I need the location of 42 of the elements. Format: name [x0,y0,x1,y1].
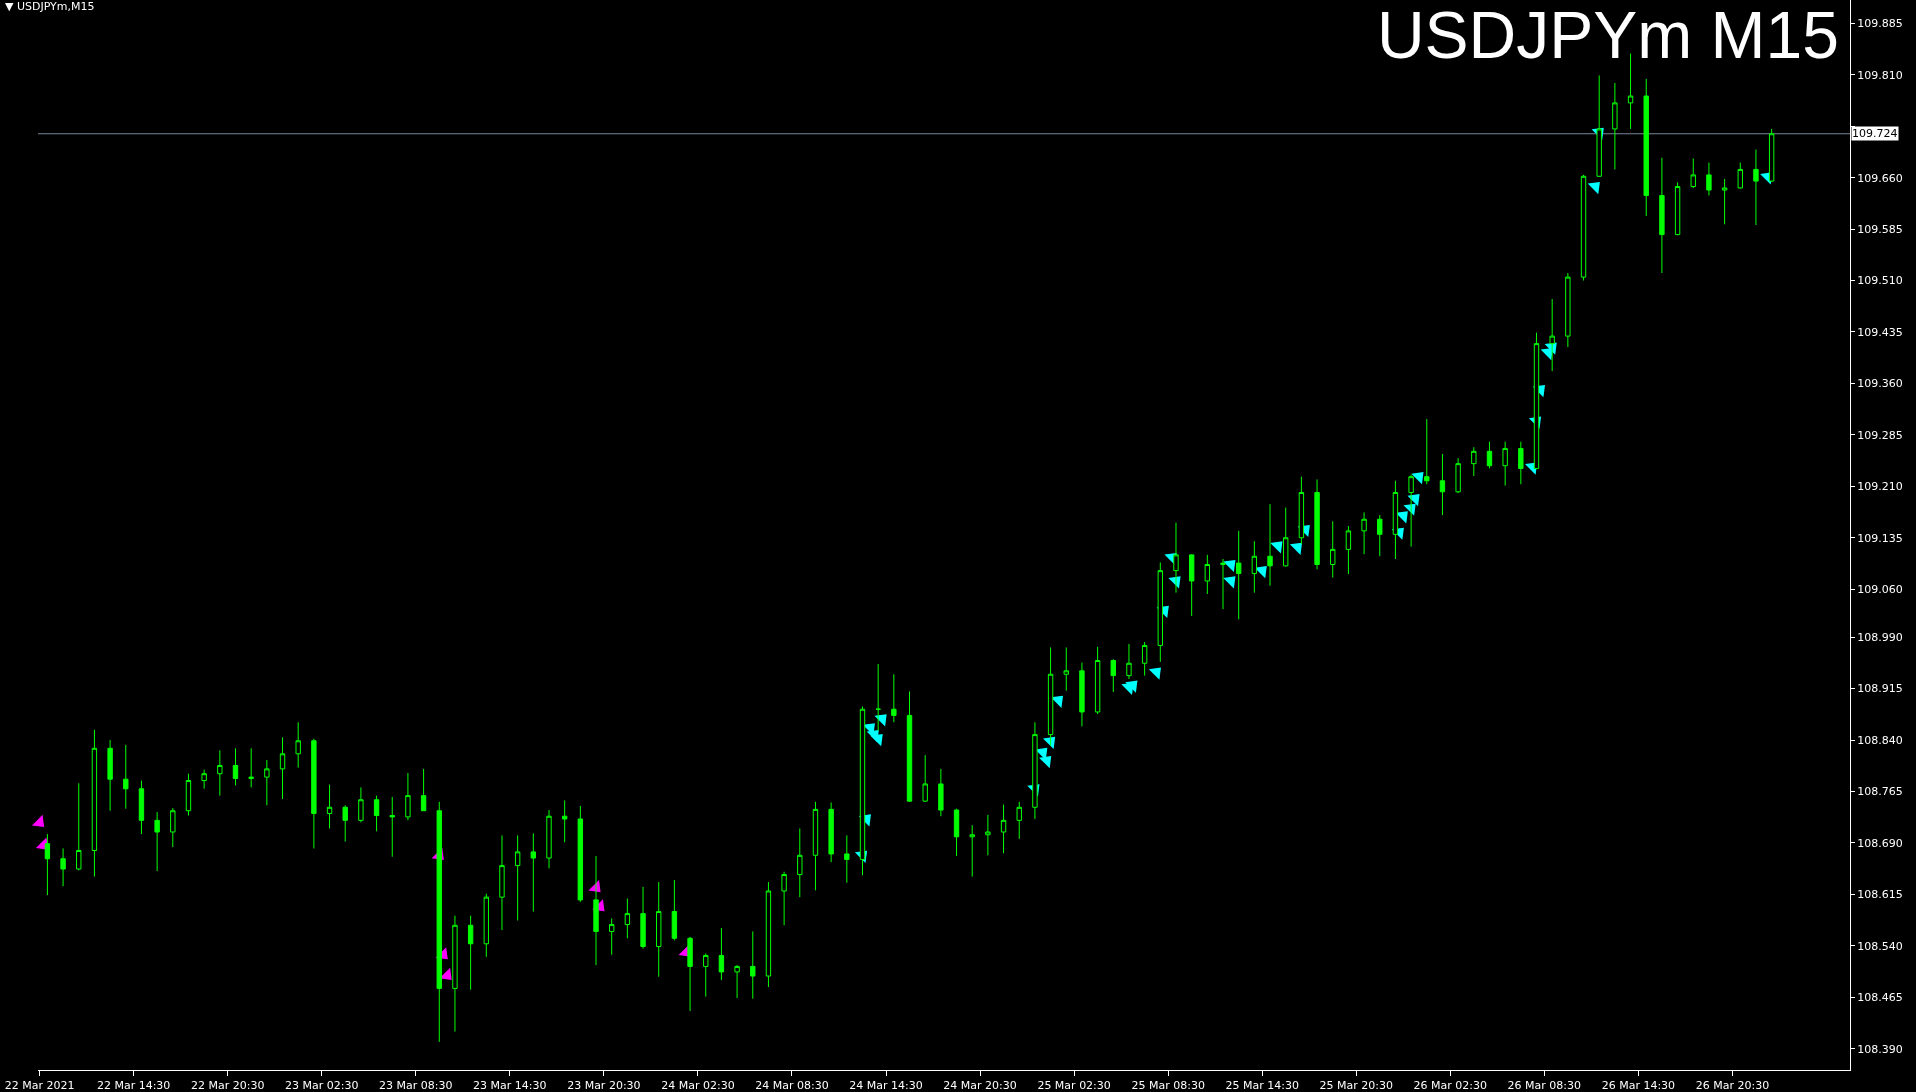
chart-subtitle: ▼ USDJPYm,M15 [5,0,95,13]
y-tick-label: 108.915 [1857,682,1903,696]
ref-line-label: 109.724 [1852,127,1898,140]
y-tick-label: 109.285 [1857,428,1903,442]
x-tick-label: 23 Mar 08:30 [379,1079,453,1092]
x-tick-label: 23 Mar 14:30 [473,1079,547,1092]
chart-title: USDJPYm M15 [1376,0,1839,73]
x-tick-label: 25 Mar 02:30 [1037,1079,1111,1092]
x-tick-label: 22 Mar 2021 [4,1079,75,1092]
x-tick-label: 23 Mar 02:30 [284,1079,359,1092]
y-tick-label: 108.990 [1857,631,1903,645]
y-tick-label: 109.510 [1857,274,1903,288]
y-tick-label: 108.690 [1857,836,1903,850]
x-tick-label: 24 Mar 08:30 [755,1079,829,1092]
x-tick-label: 24 Mar 20:30 [943,1079,1017,1092]
y-tick-label: 108.615 [1857,888,1903,902]
y-tick-label: 109.210 [1857,480,1903,494]
y-tick-label: 109.360 [1857,377,1903,391]
y-tick-label: 109.810 [1857,68,1903,82]
x-tick-label: 25 Mar 14:30 [1225,1079,1299,1092]
y-tick-label: 108.390 [1857,1042,1903,1056]
x-tick-label: 26 Mar 08:30 [1507,1079,1582,1092]
x-tick-label: 23 Mar 20:30 [567,1079,641,1092]
y-tick-label: 109.885 [1857,17,1903,31]
y-tick-label: 109.585 [1857,222,1903,236]
x-tick-label: 26 Mar 20:30 [1695,1079,1770,1092]
x-tick-label: 26 Mar 14:30 [1601,1079,1676,1092]
y-tick-label: 108.540 [1857,939,1903,953]
x-tick-label: 22 Mar 14:30 [96,1079,171,1092]
x-tick-label: 25 Mar 20:30 [1319,1079,1393,1092]
y-tick-label: 108.840 [1857,733,1903,747]
x-tick-label: 24 Mar 02:30 [661,1079,735,1092]
y-tick-label: 109.435 [1857,325,1903,339]
y-tick-label: 109.660 [1857,171,1903,185]
y-tick-label: 108.465 [1857,991,1903,1005]
x-tick-label: 26 Mar 02:30 [1413,1079,1488,1092]
y-tick-label: 109.060 [1857,583,1903,597]
x-tick-label: 25 Mar 08:30 [1131,1079,1205,1092]
y-tick-label: 109.135 [1857,531,1903,545]
y-tick-label: 108.765 [1857,785,1903,799]
x-tick-label: 24 Mar 14:30 [849,1079,923,1092]
x-tick-label: 22 Mar 20:30 [190,1079,265,1092]
